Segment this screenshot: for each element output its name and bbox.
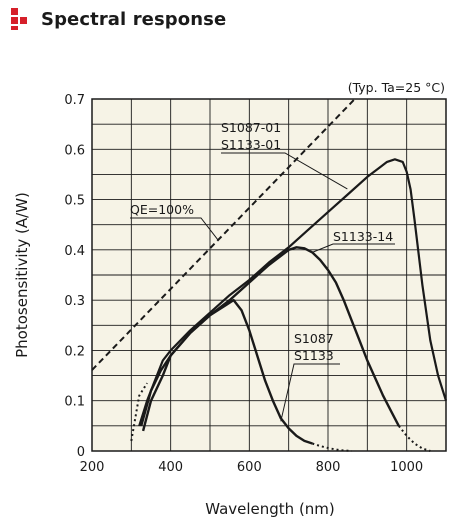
x-tick-label: 800 [316, 460, 341, 475]
y-tick-label: 0.3 [64, 294, 85, 309]
series-line-s1087-s1133-dotted [311, 442, 352, 452]
y-tick-label: 0.5 [64, 194, 85, 209]
series-line-qe-100 [91, 98, 356, 371]
x-tick-label: 200 [80, 460, 105, 475]
section-title: Spectral response [41, 8, 227, 30]
y-tick-label: 0 [77, 445, 85, 460]
leader-line-s1087 [280, 363, 340, 422]
annotation-group: S1087-01 S1133-01 S1133-14 S1087 S1133 QE=100… [130, 120, 395, 422]
x-tick-label: 600 [237, 460, 262, 475]
section-header: Spectral response [11, 7, 226, 31]
series-line-s1133-14-dotted [398, 425, 431, 452]
series-line-s1087-01-s1133-01 [138, 158, 448, 427]
red-squares-logo-icon [11, 8, 35, 30]
x-tick-label: 400 [158, 460, 183, 475]
y-axis-ticks: 0 0.1 0.2 0.3 0.4 0.5 0.6 0.7 [64, 93, 85, 460]
y-tick-label: 0.6 [64, 143, 85, 158]
annotation-s1087-01: S1087-01 [221, 120, 281, 135]
plot-frame [91, 98, 447, 452]
annotation-s1133-01: S1133-01 [221, 137, 281, 152]
y-tick-label: 0.4 [64, 244, 85, 259]
condition-label: (Typ. Ta=25 °C) [348, 80, 445, 95]
y-tick-label: 0.7 [64, 93, 85, 108]
annotation-s1087: S1087 [294, 331, 334, 346]
annotation-qe-100: QE=100% [130, 202, 194, 217]
y-tick-label: 0.1 [64, 395, 85, 410]
annotation-s1133: S1133 [294, 348, 334, 363]
series-line-s1087-01-dotted [130, 382, 148, 442]
series-lines [91, 98, 448, 452]
annotation-s1133-14: S1133-14 [333, 229, 393, 244]
leader-line-s1133-14 [312, 243, 395, 253]
leader-line-s1087-01 [221, 152, 348, 190]
grid-lines [92, 99, 446, 451]
x-axis-ticks: 200 400 600 800 1000 [80, 460, 424, 475]
series-line-s1087-s1133 [141, 298, 313, 445]
x-tick-label: 1000 [390, 460, 423, 475]
y-tick-label: 0.2 [64, 344, 85, 359]
leader-line-qe-100 [130, 217, 219, 241]
y-axis-label: Photosensitivity (A/W) [13, 192, 31, 358]
x-axis-label: Wavelength (nm) [205, 500, 335, 518]
